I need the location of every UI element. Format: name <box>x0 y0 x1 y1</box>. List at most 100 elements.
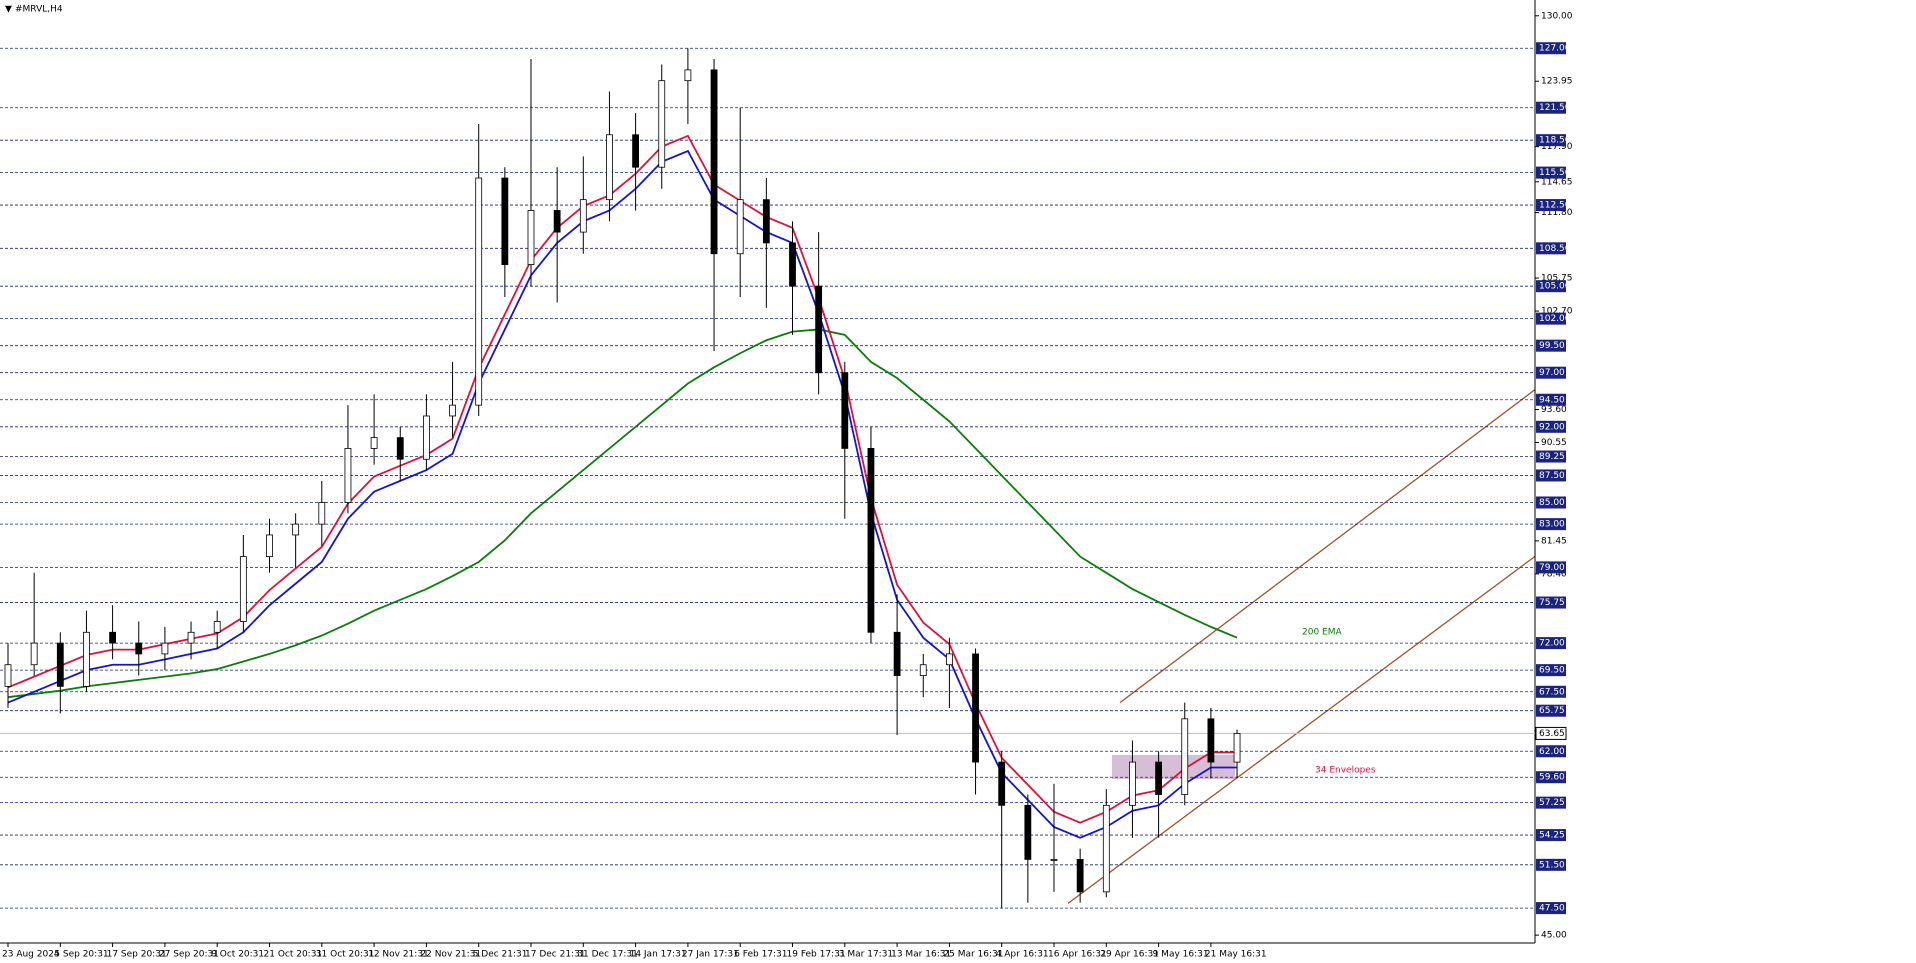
x-tick-label: 17 Dec 21:31 <box>525 950 586 960</box>
level-label: 87.50 <box>1539 471 1565 481</box>
level-label: 85.00 <box>1539 498 1565 508</box>
level-label-box <box>1536 280 1566 293</box>
candle-body <box>4 664 12 687</box>
level-label-box <box>1536 745 1566 758</box>
x-tick-label: 29 Apr 16:31 <box>1100 950 1159 960</box>
indicator-line <box>7 149 1238 839</box>
y-tick-label: 90.55 <box>1541 438 1567 448</box>
x-tick-label: 12 Nov 21:31 <box>368 950 429 960</box>
level-label: 59.60 <box>1539 773 1565 783</box>
level-label-box <box>1536 166 1566 179</box>
x-tick-label: 14 Jan 17:31 <box>630 950 687 960</box>
x-tick-label: 21 May 16:31 <box>1205 950 1267 960</box>
level-label-box <box>1536 704 1566 717</box>
candle-body <box>187 631 195 644</box>
candle-body <box>736 199 744 255</box>
candle-body <box>1181 718 1189 795</box>
y-tick-label: 117.90 <box>1541 142 1573 152</box>
level-label-box <box>1536 134 1566 147</box>
candle-body <box>135 642 143 655</box>
level-label: 108.50 <box>1539 244 1571 254</box>
level-label: 65.75 <box>1539 706 1565 716</box>
level-label: 102.00 <box>1539 314 1571 324</box>
x-tick-label: 13 Mar 16:31 <box>891 950 951 960</box>
candle-body <box>83 631 90 687</box>
level-label-box <box>1536 771 1566 784</box>
y-tick-label: 123.95 <box>1541 77 1573 87</box>
level-label: 92.00 <box>1539 422 1565 432</box>
candle-body <box>422 415 430 460</box>
x-tick-label: 23 Aug 2024 <box>2 950 60 960</box>
chart-title: #MRVL,H4 <box>15 5 63 15</box>
y-tick-label: 114.65 <box>1541 177 1573 187</box>
candle-body <box>1129 761 1136 806</box>
candle-body <box>710 69 718 255</box>
x-tick-label: 27 Sep 20:31 <box>159 950 219 960</box>
candle-body <box>1076 859 1084 893</box>
candle-body <box>344 448 352 503</box>
x-tick-label: 21 Oct 20:31 <box>264 950 323 960</box>
candle-body <box>1024 804 1032 860</box>
level-label-box <box>1536 858 1566 871</box>
candle-body <box>527 210 535 265</box>
level-label: 112.50 <box>1539 201 1571 211</box>
level-label-box <box>1536 829 1566 842</box>
indicator-line <box>7 328 1238 699</box>
level-label: 69.50 <box>1539 666 1565 676</box>
candle-body <box>946 653 953 666</box>
level-label: 72.00 <box>1539 639 1565 649</box>
candle-body <box>919 664 927 676</box>
candle-body <box>579 199 587 233</box>
y-tick-label: 130.00 <box>1541 11 1573 21</box>
candle-body <box>972 653 979 763</box>
level-label: 54.25 <box>1539 831 1565 841</box>
candle-body <box>370 437 378 449</box>
level-label: 94.50 <box>1539 395 1565 405</box>
candle-body <box>893 631 901 676</box>
current-price-box <box>1535 726 1567 740</box>
x-tick-label: 3 Mar 17:31 <box>839 950 893 960</box>
candle-body <box>30 642 38 666</box>
level-label-box <box>1536 664 1566 677</box>
x-tick-label: 4 Apr 16:31 <box>996 950 1049 960</box>
candle-body <box>109 631 116 644</box>
candle-body <box>762 199 770 244</box>
candle-body <box>841 372 849 449</box>
y-tick-label: 45.00 <box>1541 931 1567 941</box>
y-tick-label: 105.75 <box>1541 274 1573 284</box>
candle-body <box>449 404 456 417</box>
candle-body <box>1155 761 1162 795</box>
y-tick-label: 93.60 <box>1541 405 1567 415</box>
x-tick-label: 22 Nov 21:31 <box>420 950 481 960</box>
x-tick-label: 5 Dec 21:31 <box>473 950 528 960</box>
level-label: 105.00 <box>1539 282 1571 292</box>
level-label-box <box>1536 596 1566 609</box>
x-tick-label: 9 May 16:31 <box>1153 950 1209 960</box>
level-label: 75.75 <box>1539 598 1565 608</box>
level-label-box <box>1536 902 1566 915</box>
envelope-label: 34 Envelopes <box>1315 766 1376 776</box>
x-tick-label: 17 Sep 20:31 <box>107 950 167 960</box>
x-tick-label: 9 Oct 20:31 <box>211 950 264 960</box>
candle-body <box>606 134 613 201</box>
candle-body <box>684 69 692 82</box>
x-tick-label: 19 Feb 17:31 <box>787 950 846 960</box>
level-label-box <box>1536 469 1566 482</box>
y-tick-label: 111.80 <box>1541 208 1573 218</box>
level-label-box <box>1536 42 1566 55</box>
ema-label: 200 EMA <box>1302 628 1342 638</box>
menu-arrow[interactable]: ▼ <box>5 5 12 15</box>
level-label: 127.00 <box>1539 44 1571 54</box>
x-tick-label: 25 Mar 16:31 <box>943 950 1003 960</box>
x-tick-label: 16 Apr 16:31 <box>1048 950 1107 960</box>
level-label: 89.25 <box>1539 452 1565 462</box>
channel-upper <box>1119 389 1536 704</box>
level-label: 83.00 <box>1539 520 1565 530</box>
level-label-box <box>1536 637 1566 650</box>
level-label: 57.25 <box>1539 798 1565 808</box>
level-label-box <box>1536 339 1566 352</box>
candle-body <box>553 210 561 233</box>
level-label-box <box>1536 685 1566 698</box>
